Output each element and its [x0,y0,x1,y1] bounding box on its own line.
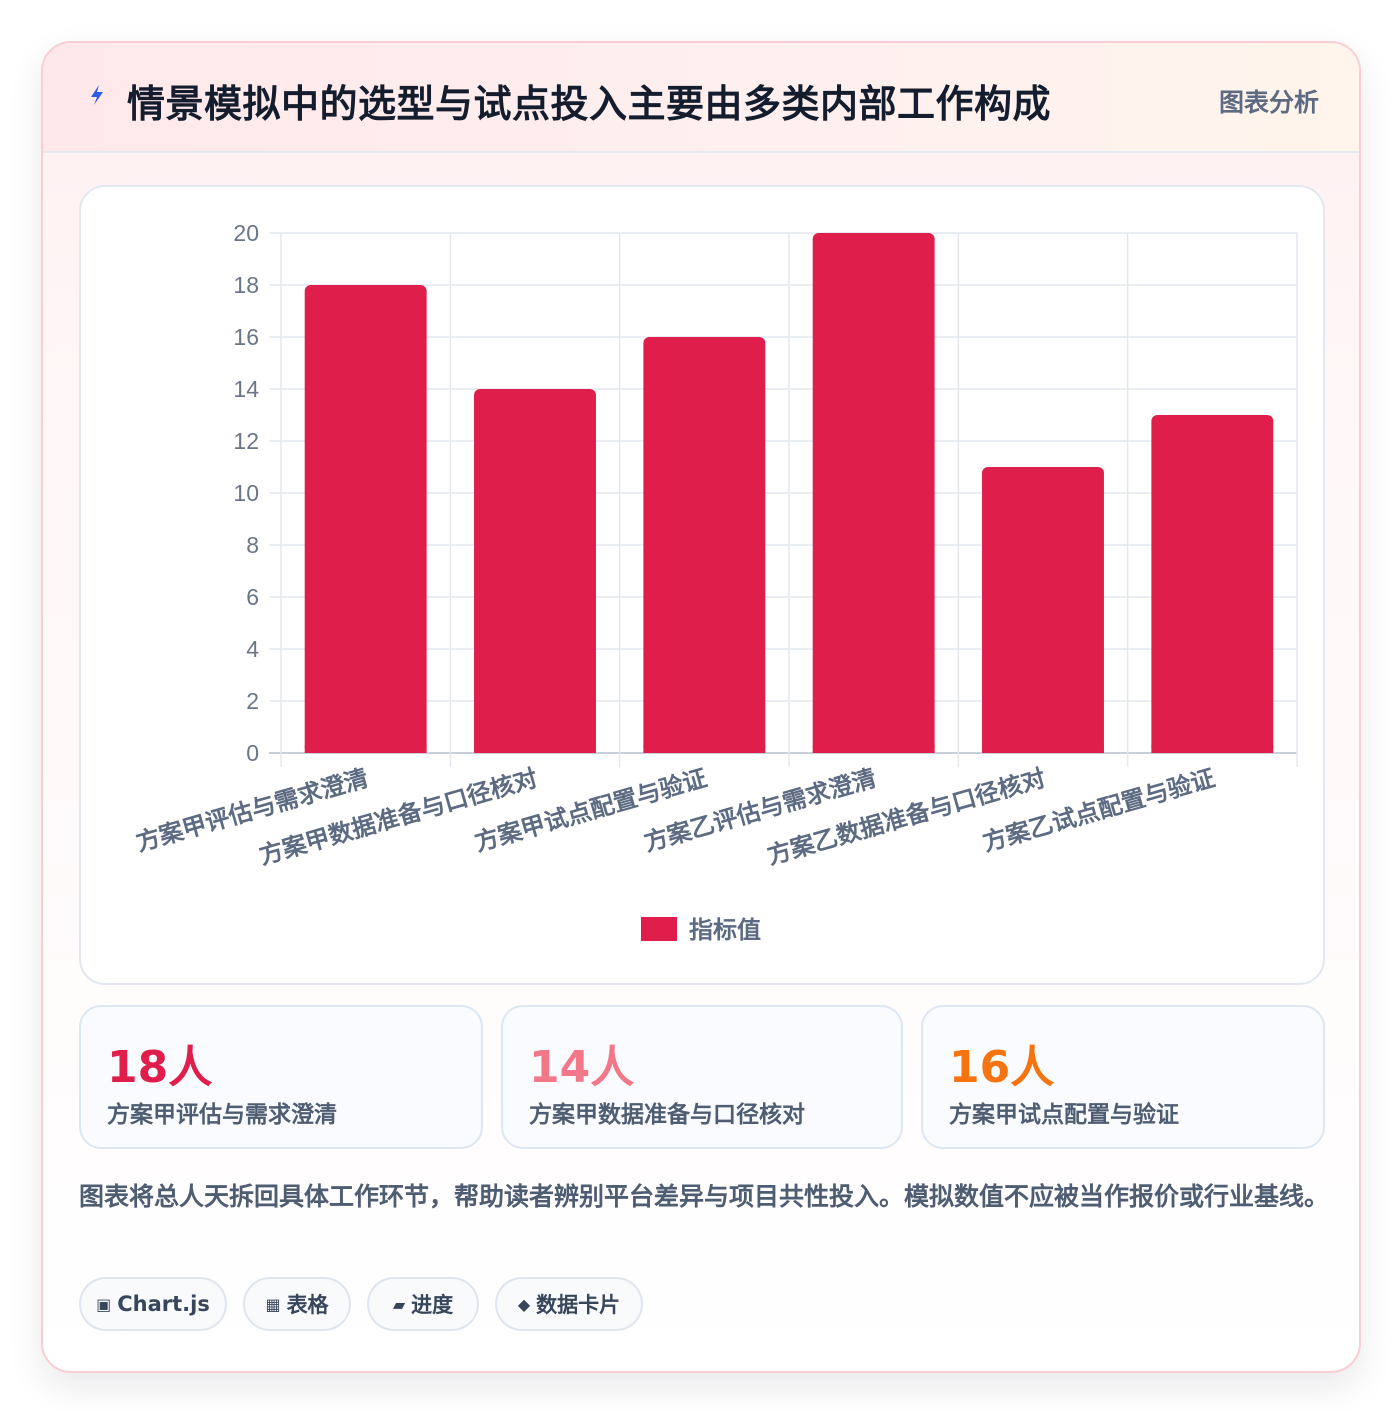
lightning-icon [91,85,103,105]
chip-label: 表格 [286,1293,329,1317]
bar [812,233,935,753]
bar [304,285,427,753]
bar [982,467,1104,753]
bar-base [304,745,427,753]
stat-label: 方案甲试点配置与验证 [949,1102,1179,1128]
y-tick-label: 12 [233,428,259,454]
y-tick-label: 2 [246,688,259,714]
chip-data-card[interactable]: ◆ 数据卡片 [495,1277,643,1331]
bar-base [1151,745,1274,753]
y-tick-label: 4 [246,636,259,662]
stat-label: 方案甲数据准备与口径核对 [529,1102,805,1128]
stat-card-1: 18人 方案甲评估与需求澄清 [79,1005,483,1149]
y-tick-label: 10 [233,480,259,506]
bar [474,389,596,753]
chart-analysis-tag: 图表分析 [1218,88,1319,117]
bar [643,337,766,753]
bar [1151,415,1274,753]
chart-icon: ▣ [96,1294,112,1314]
stat-card-2: 14人 方案甲数据准备与口径核对 [501,1005,903,1149]
bar-chart: 02468101214161820方案甲评估与需求澄清方案甲数据准备与口径核对方… [133,220,1298,944]
stat-value: 18人 [107,1042,213,1093]
chip-progress[interactable]: ▰ 进度 [367,1277,479,1331]
stat-card-3: 16人 方案甲试点配置与验证 [921,1005,1325,1149]
chart-card: 情景模拟中的选型与试点投入主要由多类内部工作构成 图表分析 0 2 4 6 8 10 12 1… [41,41,1361,1373]
table-icon: ▦ [265,1294,281,1314]
card-header: 情景模拟中的选型与试点投入主要由多类内部工作构成 图表分析 [43,43,1359,153]
chip-chartjs[interactable]: ▣ Chart.js [79,1277,227,1331]
y-tick-label: 16 [233,324,259,350]
bar-base [643,745,766,753]
stat-value: 16人 [949,1042,1055,1093]
stat-value: 14人 [529,1042,635,1093]
y-tick-label: 6 [246,584,259,610]
chart-title: 情景模拟中的选型与试点投入主要由多类内部工作构成 [127,82,1052,126]
y-tick-label: 18 [233,272,259,298]
diamond-icon: ◆ [517,1294,531,1314]
chart-summary: 图表将总人天拆回具体工作环节，帮助读者辨别平台差异与项目共性投入。模拟数值不应被… [79,1182,1330,1211]
x-tick-label: 方案乙数据准备与口径核对 [764,764,1049,870]
chip-label: Chart.js [117,1292,210,1316]
progress-icon: ▰ [392,1294,406,1314]
chip-table[interactable]: ▦ 表格 [243,1277,351,1331]
bar-base [812,745,935,753]
x-tick-label: 方案甲数据准备与口径核对 [256,764,541,870]
stat-label: 方案甲评估与需求澄清 [107,1102,337,1128]
y-tick-label: 8 [246,532,259,558]
bar-base [982,745,1104,753]
bar-base [474,745,596,753]
legend-label: 指标值 [689,916,761,944]
y-tick-label: 20 [233,220,259,246]
chip-label: 数据卡片 [536,1293,621,1317]
y-tick-label: 0 [246,740,259,766]
chip-label: 进度 [411,1293,454,1317]
legend-swatch [641,917,677,941]
chart-panel: 0 2 4 6 8 10 12 14 16 18 20 方案甲评估与需求澄清 方案甲数据准备与口径核对方… [79,185,1325,985]
y-tick-label: 14 [233,376,259,402]
